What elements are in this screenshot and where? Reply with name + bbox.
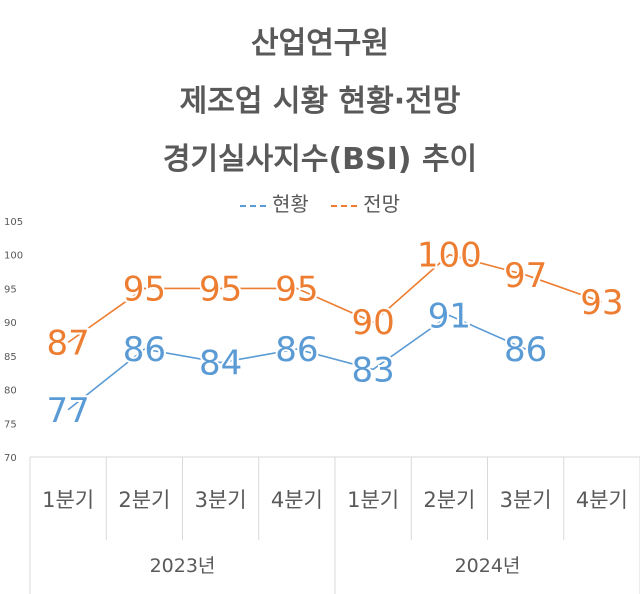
legend-item-forecast: 전망 — [331, 188, 400, 217]
data-label-forecast-4: 90 — [351, 303, 394, 343]
series-line-forecast — [67, 253, 603, 344]
legend-swatch-current — [240, 204, 266, 207]
category-label-3: 4분기 — [271, 488, 323, 512]
legend-swatch-forecast — [331, 204, 358, 207]
category-label-0: 1분기 — [42, 488, 94, 512]
category-label-5: 2분기 — [423, 488, 475, 512]
legend-label-current: 현황 — [272, 192, 309, 216]
chart-legend: 현황 전망 — [0, 188, 640, 217]
y-tick-label-2: 80 — [4, 386, 17, 397]
legend-label-forecast: 전망 — [363, 192, 400, 216]
y-tick-label-0: 70 — [4, 453, 17, 464]
data-label-current-6: 86 — [504, 330, 547, 370]
data-label-current-3: 86 — [275, 330, 318, 370]
legend-item-current: 현황 — [240, 188, 309, 217]
y-tick-label-5: 95 — [4, 284, 17, 295]
chart-title-line-3: 경기실사지수(BSI) 추이 — [162, 142, 478, 177]
group-label-1: 2024년 — [455, 555, 521, 577]
y-tick-label-1: 75 — [4, 419, 17, 430]
category-label-7: 4분기 — [576, 488, 628, 512]
data-label-forecast-1: 95 — [123, 269, 166, 309]
y-tick-label-4: 90 — [4, 318, 17, 329]
data-label-current-1: 86 — [123, 330, 166, 370]
data-label-forecast-2: 95 — [199, 269, 242, 309]
y-tick-label-3: 85 — [4, 352, 17, 363]
data-label-current-0: 77 — [46, 391, 89, 431]
data-label-forecast-7: 93 — [580, 283, 623, 323]
data-label-current-4: 83 — [351, 350, 394, 390]
data-label-forecast-6: 97 — [504, 256, 547, 296]
category-label-4: 1분기 — [347, 488, 399, 512]
category-label-2: 3분기 — [195, 488, 247, 512]
data-label-current-5: 91 — [428, 296, 471, 336]
data-label-forecast-0: 87 — [46, 323, 89, 363]
chart-title-line-1: 산업연구원 — [251, 26, 389, 61]
y-tick-label-7: 105 — [4, 217, 23, 228]
data-label-forecast-5: 100 — [417, 236, 482, 276]
data-label-forecast-3: 95 — [275, 269, 318, 309]
y-tick-label-6: 100 — [4, 251, 23, 262]
data-label-current-2: 84 — [199, 344, 242, 384]
category-label-6: 3분기 — [500, 488, 552, 512]
series-line-current — [67, 314, 526, 411]
group-label-0: 2023년 — [150, 555, 216, 577]
chart-title-line-2: 제조업 시황 현황·전망 — [179, 84, 461, 119]
category-label-1: 2분기 — [118, 488, 170, 512]
